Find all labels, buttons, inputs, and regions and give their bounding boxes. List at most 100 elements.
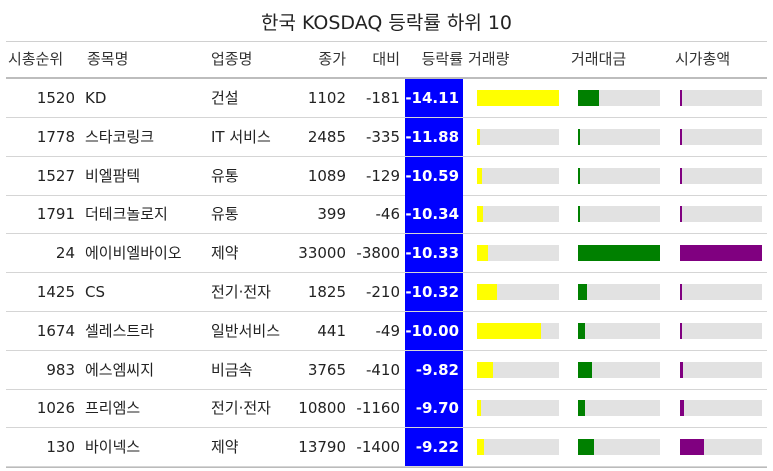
- volume-bar-fill: [477, 167, 482, 184]
- header-value[interactable]: 거래대금: [571, 50, 627, 68]
- sector-cell: 제약: [211, 244, 239, 263]
- row-divider: [6, 388, 767, 390]
- cap-bar-fill: [680, 245, 762, 262]
- table-row[interactable]: 1527 비엘팜텍 유통 1089 -129 -10.59: [0, 156, 773, 196]
- rank-cell: 1778: [36, 127, 75, 146]
- value-bar-track: [578, 361, 660, 378]
- volume-bar-fill: [477, 400, 481, 417]
- volume-bar-track: [477, 400, 559, 417]
- change-cell: -1160: [356, 399, 400, 418]
- close-price-cell: 33000: [298, 244, 346, 263]
- cap-bar-fill: [680, 206, 682, 223]
- row-divider: [6, 117, 767, 118]
- change-cell: -335: [365, 127, 400, 146]
- rate-cell: -9.70: [405, 389, 463, 429]
- cap-bar-track: [680, 284, 762, 300]
- value-bar-fill: [578, 439, 594, 456]
- table-row[interactable]: 1778 스타코링크 IT 서비스 2485 -335 -11.88: [0, 117, 773, 157]
- header-rank[interactable]: 시총순위: [8, 50, 64, 68]
- value-bar-fill: [578, 167, 580, 184]
- change-cell: -210: [365, 283, 400, 301]
- value-bar-fill: [578, 361, 592, 378]
- header-sector[interactable]: 업종명: [211, 50, 253, 68]
- volume-bar-track: [477, 167, 559, 184]
- sector-cell: 전기·전자: [211, 283, 271, 301]
- volume-bar-fill: [477, 90, 559, 106]
- close-price-cell: 1102: [307, 89, 346, 107]
- header-change[interactable]: 대비: [372, 50, 400, 68]
- table-row[interactable]: 1026 프리엠스 전기·전자 10800 -1160 -9.70: [0, 389, 773, 429]
- cap-bar-track: [680, 128, 762, 145]
- change-cell: -49: [375, 321, 401, 340]
- table-bottom-divider: [6, 467, 767, 468]
- rank-cell: 1026: [36, 399, 75, 418]
- header-top-divider: [6, 41, 767, 42]
- rank-cell: 1791: [36, 205, 75, 224]
- value-bar-fill: [578, 400, 585, 417]
- change-cell: -181: [365, 89, 400, 107]
- rate-cell: -9.22: [405, 428, 463, 468]
- volume-bar-track: [477, 322, 559, 339]
- volume-bar-fill: [477, 245, 488, 262]
- stock-name-cell: 바이넥스: [85, 438, 141, 457]
- value-bar-track: [578, 322, 660, 339]
- value-bar-fill: [578, 90, 599, 106]
- stock-name-cell: 프리엠스: [85, 399, 141, 418]
- volume-bar-track: [477, 245, 559, 262]
- header-rate[interactable]: 등락률: [421, 50, 463, 68]
- value-bar-fill: [578, 245, 660, 262]
- row-divider: [6, 155, 767, 157]
- rate-cell: -10.34: [405, 195, 463, 235]
- value-bar-track: [578, 245, 660, 262]
- change-cell: -129: [365, 166, 400, 185]
- table-row[interactable]: 1425 CS 전기·전자 1825 -210 -10.32: [0, 273, 773, 312]
- rate-cell: -11.88: [405, 117, 463, 157]
- row-divider: [6, 349, 767, 351]
- sector-cell: 건설: [211, 89, 239, 107]
- value-bar-track: [578, 167, 660, 184]
- stock-name-cell: KD: [85, 89, 107, 107]
- table-row[interactable]: 1674 셀레스트라 일반서비스 441 -49 -10.00: [0, 311, 773, 351]
- rank-cell: 1674: [36, 321, 75, 340]
- cap-bar-fill: [680, 284, 682, 300]
- close-price-cell: 3765: [307, 360, 346, 379]
- table-row[interactable]: 1520 KD 건설 1102 -181 -14.11: [0, 79, 773, 118]
- volume-bar-track: [477, 439, 559, 456]
- sector-cell: 유통: [211, 166, 239, 185]
- close-price-cell: 10800: [298, 399, 346, 418]
- cap-bar-fill: [680, 90, 682, 106]
- header-close[interactable]: 종가: [318, 50, 346, 68]
- table-row[interactable]: 130 바이넥스 제약 13790 -1400 -9.22: [0, 428, 773, 468]
- cap-bar-fill: [680, 128, 682, 145]
- stock-name-cell: 더테크놀로지: [85, 205, 168, 224]
- cap-bar-track: [680, 439, 762, 456]
- row-divider: [6, 194, 767, 196]
- rate-cell: -14.11: [405, 79, 463, 118]
- header-bottom-divider: [6, 77, 767, 79]
- sector-cell: 비금속: [211, 360, 253, 379]
- value-bar-track: [578, 90, 660, 106]
- header-volume[interactable]: 거래량: [468, 50, 510, 68]
- row-divider: [6, 466, 767, 468]
- header-cap[interactable]: 시가총액: [675, 50, 731, 68]
- close-price-cell: 399: [317, 205, 346, 224]
- cap-bar-track: [680, 245, 762, 262]
- cap-bar-fill: [680, 400, 684, 417]
- rate-cell: -10.32: [405, 273, 463, 312]
- volume-bar-fill: [477, 361, 493, 378]
- table-row[interactable]: 24 에이비엘바이오 제약 33000 -3800 -10.33: [0, 234, 773, 274]
- value-bar-fill: [578, 206, 580, 223]
- table-row[interactable]: 983 에스엠씨지 비금속 3765 -410 -9.82: [0, 350, 773, 390]
- value-bar-track: [578, 284, 660, 300]
- cap-bar-track: [680, 400, 762, 417]
- sector-cell: 전기·전자: [211, 399, 271, 418]
- header-name[interactable]: 종목명: [87, 50, 129, 68]
- volume-bar-fill: [477, 439, 484, 456]
- sector-cell: IT 서비스: [211, 127, 271, 146]
- value-bar-track: [578, 439, 660, 456]
- close-price-cell: 441: [317, 321, 346, 340]
- table-row[interactable]: 1791 더테크놀로지 유통 399 -46 -10.34: [0, 195, 773, 235]
- stock-name-cell: 셀레스트라: [85, 321, 155, 340]
- rank-cell: 24: [55, 244, 75, 263]
- value-bar-track: [578, 400, 660, 417]
